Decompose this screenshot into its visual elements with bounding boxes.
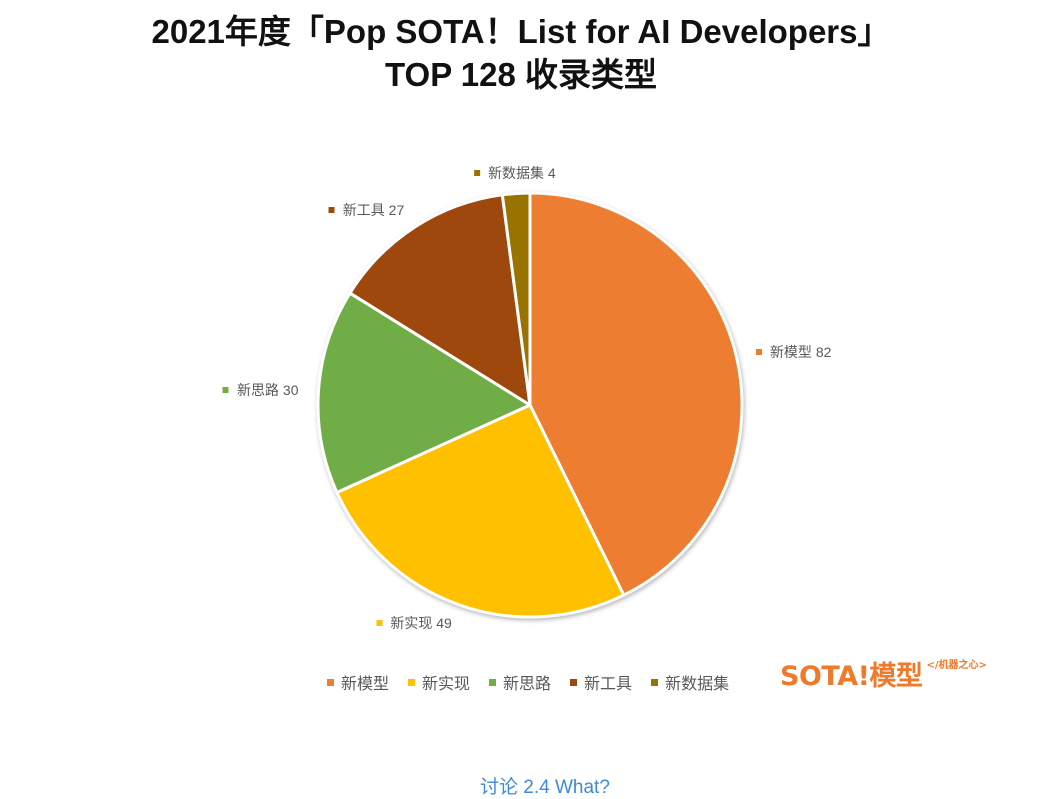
data-label-text: 新工具 27 <box>342 202 405 219</box>
pie-slice-2 <box>335 403 626 619</box>
legend-item-4: 新工具 <box>570 670 632 694</box>
legend-marker <box>570 678 578 686</box>
data-label-text: 新实现 49 <box>390 615 452 632</box>
pie-slice-1 <box>528 191 744 597</box>
legend-item-1: 新模型 <box>327 670 389 694</box>
pie-slice-4 <box>348 193 532 407</box>
legend-label: 新实现 <box>422 676 471 693</box>
caption: 讨论 2.4 What? <box>480 777 610 798</box>
data-label-marker <box>223 386 230 393</box>
legend-label: 新思路 <box>503 676 552 693</box>
legend-item-3: 新思路 <box>489 670 551 694</box>
data-label-marker <box>473 170 480 177</box>
data-label-text: 新模型 82 <box>769 344 832 361</box>
data-label-text: 新数据集 4 <box>487 165 556 182</box>
pie-slice-5 <box>500 191 532 407</box>
data-label-marker <box>376 620 383 627</box>
pie-slice-3 <box>316 291 532 494</box>
legend-label: 新模型 <box>341 676 390 693</box>
legend: 新模型 新实现 新思路 新工具 新数据集 <box>327 670 729 694</box>
chart-title-line-2: TOP 128 收录类型 <box>384 56 658 93</box>
chart-title-line-1: 2021年度「Pop SOTA！List for AI Developers」 <box>151 13 891 50</box>
logo-tag: </机器之心> <box>926 660 987 671</box>
legend-marker <box>489 678 497 686</box>
logo-text: SOTA!模型 <box>780 661 923 692</box>
pie-slices <box>316 191 744 619</box>
data-label-1: 新模型 82 <box>755 342 832 362</box>
legend-marker <box>408 678 416 686</box>
data-label-2: 新实现 49 <box>376 613 452 633</box>
data-label-marker <box>755 349 762 356</box>
legend-label: 新数据集 <box>665 676 730 693</box>
data-label-text: 新思路 30 <box>237 381 299 398</box>
data-label-4: 新工具 27 <box>328 200 405 220</box>
legend-marker <box>327 678 334 686</box>
legend-item-2: 新实现 <box>408 670 470 694</box>
legend-marker <box>651 678 659 686</box>
data-label-marker <box>328 207 335 214</box>
legend-label: 新工具 <box>584 676 633 693</box>
watermark-logo: SOTA!模型 </机器之心> <box>780 660 987 694</box>
data-label-3: 新思路 30 <box>223 380 298 400</box>
legend-item-5: 新数据集 <box>651 670 729 694</box>
data-label-5: 新数据集 4 <box>473 163 556 183</box>
